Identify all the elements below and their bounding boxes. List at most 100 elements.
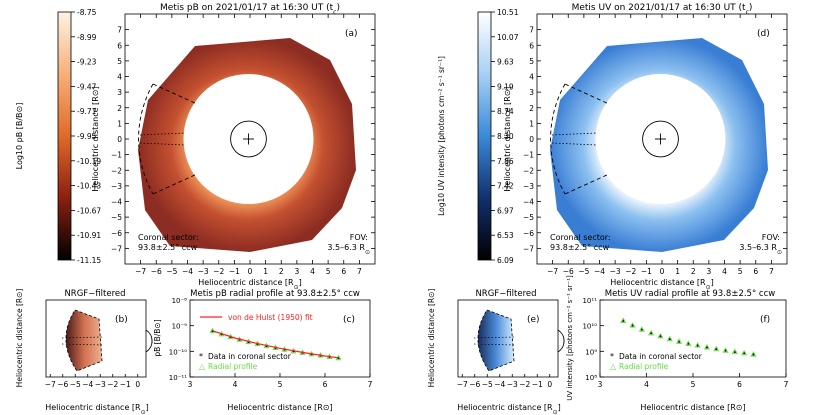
- pb-nrgf-sector: [65, 309, 103, 372]
- panel-a-xtick-label: 6: [341, 267, 346, 276]
- panel-a-xtick-label: −2: [213, 267, 224, 276]
- panel-b-xtick-label: −7: [45, 380, 56, 389]
- pb-cb-tick-label: -9.95: [77, 132, 97, 141]
- pb-nrgf-sun-arc: [145, 329, 153, 353]
- uv-cb-tick-label: 6.09: [497, 256, 514, 265]
- panel-d-ytick-label: −3: [523, 182, 534, 191]
- panel-f-radial-profile-point: [731, 348, 738, 355]
- pb-cb-tick-label: -8.75: [77, 8, 97, 17]
- panel-b-xtick-label: −6: [57, 380, 68, 389]
- panel-f-radial-profile-point: [638, 326, 645, 332]
- uv-fov-label-2: 3.5–6.3 R⊙: [739, 243, 782, 256]
- panel-d-ylabel: Heliocentric distance [R⊙]: [503, 86, 512, 191]
- panel-d-xtick-label: −3: [610, 267, 621, 276]
- panel-d-xtick-label: 1: [675, 267, 680, 276]
- panel-a-xtick-label: 0: [248, 267, 253, 276]
- uv-colorbar-label: Log10 UV intensity [photons cm⁻² s⁻¹ sr⁻…: [437, 56, 446, 216]
- panel-f-title: Metis UV radial profile at 93.8±2.5° ccw: [605, 289, 776, 299]
- uv-nrgf-sun-arc: [557, 329, 565, 353]
- pb-sector-lower-edge: [152, 173, 198, 195]
- panel-a-ytick-label: 7: [117, 26, 122, 35]
- panel-c-xtick-label: 5: [278, 380, 283, 389]
- pb-sector-inner-2: [139, 142, 186, 146]
- panel-b-axes: −7 −6 −5 −4 −3 −2 −1 0: [45, 374, 140, 389]
- panel-a-ytick-label: 6: [117, 41, 122, 50]
- panel-f-radial-profile-point: [629, 322, 636, 328]
- panel-a-xtick-label: −7: [135, 267, 146, 276]
- panel-f-xtick-label: 4: [644, 380, 649, 389]
- panel-f-xtick-label: 6: [737, 380, 742, 389]
- pb-colorbar: [57, 11, 72, 261]
- panel-f-xlabel: Heliocentric distance [R⊙]: [640, 403, 745, 412]
- panel-f-ytick-label: 10¹⁰: [582, 323, 597, 331]
- panel-d-xtick-label: 3: [706, 267, 711, 276]
- panel-d-ytick-label: 5: [529, 57, 534, 66]
- panel-c-ytick-label: 10⁻⁸: [172, 297, 188, 305]
- panel-f-radial-profile-point: [713, 345, 720, 352]
- uv-sector-upper-edge: [564, 83, 610, 105]
- panel-f-radial-profile-point: [741, 349, 748, 356]
- panel-d-ytick-label: 6: [529, 41, 534, 50]
- uv-sector-label-1: Coronal sector:: [550, 233, 611, 242]
- panel-d-xtick-label: −2: [625, 267, 636, 276]
- panel-e-title: NRGF−filtered: [475, 289, 536, 299]
- panel-e-letter: (e): [527, 315, 540, 325]
- panel-f-xtick-label: 5: [691, 380, 696, 389]
- uv-colorbar-ticks: 10.51 10.07 9.63 9.19 8.74 8.30 7.86 7.42 6.97 6.…: [491, 8, 519, 265]
- panel-b-title: NRGF−filtered: [64, 289, 125, 299]
- uv-cb-tick-label: 10.51: [497, 8, 519, 17]
- pb-sector-label-2: 93.8±2.5° ccw: [138, 243, 198, 252]
- panel-c-xtick-label: 3: [188, 380, 193, 389]
- uv-sector-label-2: 93.8±2.5° ccw: [550, 243, 610, 252]
- panel-a: Metis pB on 2021/01/17 at 16:30 UT (tc) …: [91, 3, 376, 291]
- pb-cb-tick-label: -10.91: [77, 231, 101, 240]
- panel-b-ylabel: Heliocentric distance [R⊙]: [15, 289, 24, 388]
- panel-d-ytick-label: −5: [523, 213, 534, 222]
- panel-c-legend-data-marker: *: [199, 352, 203, 361]
- panel-d-ytick-label: 7: [529, 26, 534, 35]
- panel-f-xtick-label: 7: [784, 380, 789, 389]
- panel-c-legend-profile: Radial profile: [208, 362, 258, 371]
- panel-c-legend-fit: von de Hulst (1950) fit: [228, 313, 313, 322]
- panel-c-ylabel: pB [B/B⊙]: [153, 319, 162, 356]
- pb-colorbar-label: Log10 pB [B/B⊙]: [15, 103, 24, 170]
- panel-d-ytick-label: −2: [523, 166, 534, 175]
- panel-a-letter: (a): [345, 29, 358, 39]
- panel-a-ytick-label: −7: [111, 244, 122, 253]
- uv-sector-outer-arc: [550, 83, 566, 195]
- panel-d-xtick-label: −6: [563, 267, 574, 276]
- panel-d-xlabel: Heliocentric distance [R⊙]: [610, 278, 714, 291]
- pb-cb-tick-label: -9.23: [77, 58, 97, 67]
- uv-cb-tick-label: 9.63: [497, 58, 514, 67]
- panel-e: NRGF−filtered (e) −7 −6 −5 −4 −3 −2 −1 0 Helioc…: [427, 289, 565, 415]
- panel-c-von-de-hulst-1950-fit-line: [212, 330, 339, 359]
- pb-colorbar-ticks: -8.75 -8.99 -9.23 -9.47 -9.71 -9.95 -10.19 -10.…: [71, 8, 101, 265]
- pb-cb-tick-label: -8.99: [77, 33, 97, 42]
- uv-cb-tick-label: 7.86: [497, 157, 514, 166]
- pb-fov-label-2: 3.5–6.3 R⊙: [327, 243, 370, 256]
- panel-f-legend-profile-marker: △: [610, 362, 617, 371]
- panel-a-ytick-label: −6: [111, 229, 122, 238]
- panel-e-xtick-label: −6: [469, 380, 480, 389]
- uv-sector-inner-2: [551, 142, 598, 146]
- panel-d-title: Metis UV on 2021/01/17 at 16:30 UT (tc): [572, 3, 753, 16]
- panel-f-radial-profile-point: [685, 340, 692, 346]
- panel-d-xtick-label: −1: [641, 267, 652, 276]
- uv-nrgf-sector: [477, 309, 515, 372]
- pb-annulus: [138, 38, 356, 252]
- panel-f-xtick-label: 3: [598, 380, 603, 389]
- panel-d: Metis UV on 2021/01/17 at 16:30 UT (tc) …: [503, 3, 788, 291]
- panel-a-ytick-label: −4: [111, 198, 122, 207]
- panel-a-xtick-label: 5: [326, 267, 331, 276]
- panel-e-xtick-label: 0: [547, 380, 552, 389]
- panel-e-xtick-label: −4: [494, 380, 505, 389]
- panel-d-letter: (d): [757, 29, 770, 39]
- panel-d-ytick-label: 3: [529, 88, 534, 97]
- panel-a-xlabel: Heliocentric distance [R⊙]: [198, 278, 302, 291]
- panel-f: Metis UV radial profile at 93.8±2.5° ccw…: [566, 275, 789, 412]
- pb-cb-tick-label: -10.19: [77, 157, 101, 166]
- uv-cb-tick-label: 6.97: [497, 206, 514, 215]
- uv-cb-tick-label: 6.53: [497, 231, 514, 240]
- panel-d-xtick-label: −4: [594, 267, 605, 276]
